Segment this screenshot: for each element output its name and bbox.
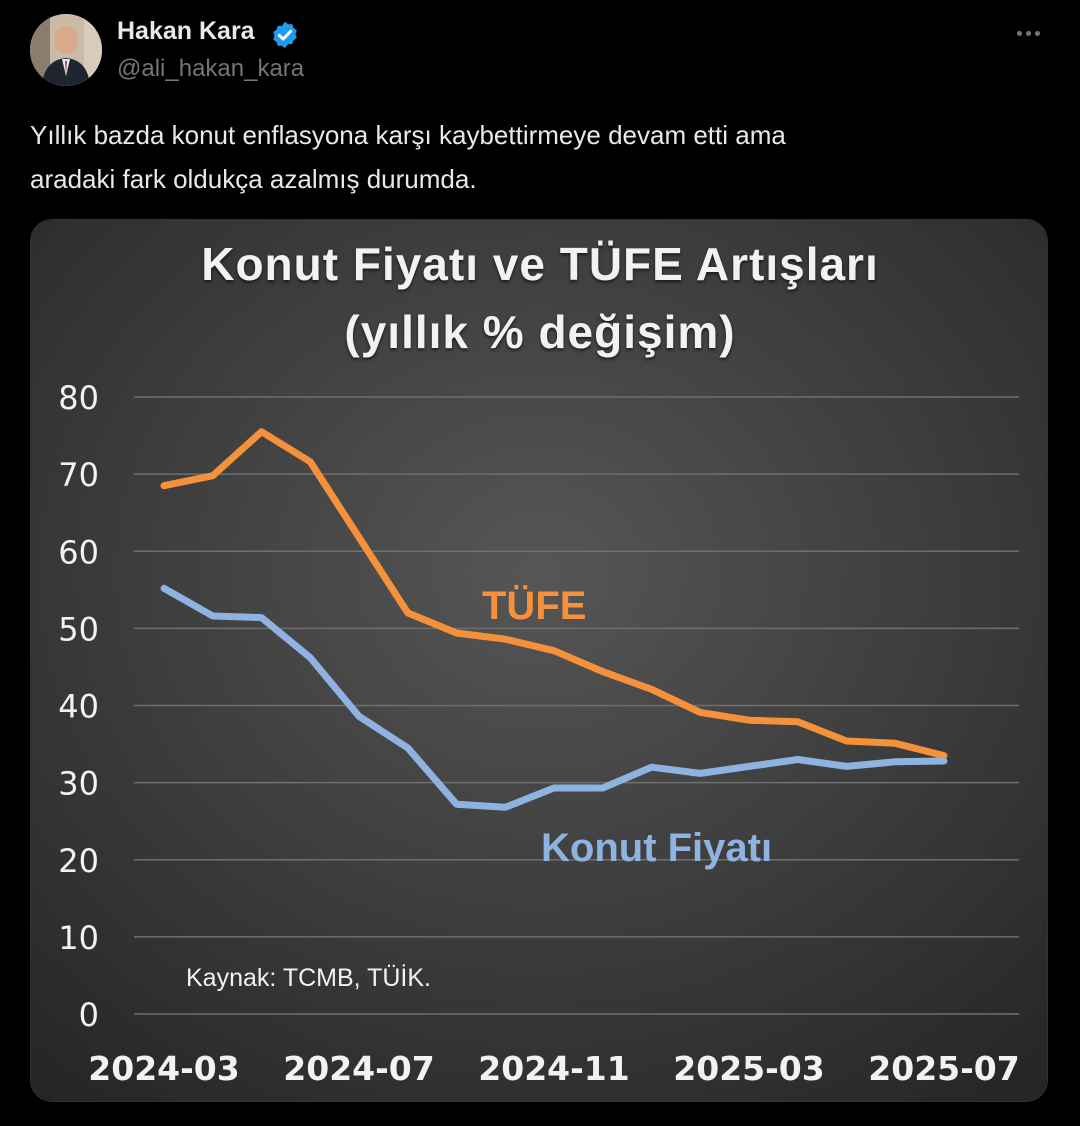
x-tick-label: 2025-07 bbox=[868, 1049, 1019, 1088]
x-tick-label: 2025-03 bbox=[673, 1049, 824, 1088]
author-handle[interactable]: @ali_hakan_kara bbox=[117, 55, 305, 82]
author-display-name[interactable]: Hakan Kara bbox=[117, 17, 255, 45]
chart-source-note: Kaynak: TCMB, TÜİK. bbox=[186, 963, 431, 992]
tweet-text: Yıllık bazda konut enflasyona karşı kayb… bbox=[30, 120, 786, 194]
y-tick-label: 10 bbox=[58, 919, 99, 957]
verified-badge-icon bbox=[273, 21, 297, 49]
x-tick-label: 2024-11 bbox=[478, 1049, 629, 1088]
y-tick-label: 20 bbox=[58, 842, 99, 880]
series-label-tufe: TÜFE bbox=[482, 583, 586, 628]
chart-title: Konut Fiyatı ve TÜFE Artışları bbox=[201, 238, 879, 290]
y-tick-label: 40 bbox=[58, 688, 99, 726]
chart-title-block: Konut Fiyatı ve TÜFE Artışları (yıllık %… bbox=[0, 230, 1080, 366]
line-chart: 0 10 20 30 40 50 60 70 80 2024-03 2024-07 2024-11 2… bbox=[31, 220, 1047, 1101]
x-tick-label: 2024-03 bbox=[88, 1049, 239, 1088]
y-tick-label: 50 bbox=[58, 610, 99, 648]
y-tick-label: 70 bbox=[58, 456, 99, 494]
avatar-image bbox=[30, 14, 102, 86]
tweet-media-chart[interactable]: 0 10 20 30 40 50 60 70 80 2024-03 2024-07 2024-11 2… bbox=[30, 219, 1048, 1102]
series-line-konut-fiyati bbox=[160, 584, 948, 811]
avatar[interactable] bbox=[30, 14, 102, 86]
x-tick-label: 2024-07 bbox=[283, 1049, 434, 1088]
series-label-konut-fiyati: Konut Fiyatı bbox=[541, 826, 772, 870]
y-tick-label: 80 bbox=[58, 379, 99, 417]
y-tick-label: 60 bbox=[58, 533, 99, 571]
more-horizontal-icon[interactable] bbox=[1010, 20, 1046, 46]
chart-subtitle: (yıllık % değişim) bbox=[344, 306, 736, 358]
y-tick-label: 30 bbox=[58, 765, 99, 803]
series-line-tufe bbox=[160, 428, 948, 760]
y-tick-label: 0 bbox=[79, 996, 99, 1034]
